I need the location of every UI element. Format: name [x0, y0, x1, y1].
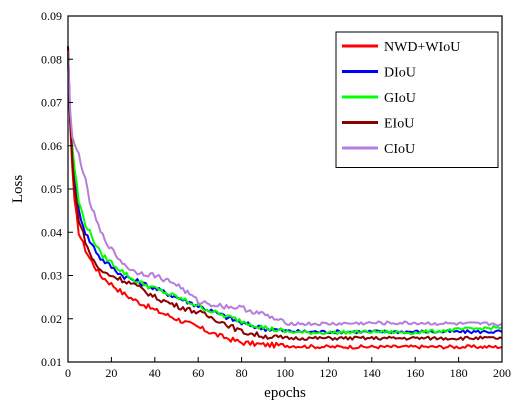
- x-tick-label: 20: [105, 366, 117, 380]
- axis-ticks: 0 20 40 60 80 100 120 140 160 180 200 0.01 0.02 0.03 0…: [41, 9, 511, 380]
- x-tick-label: 0: [65, 366, 71, 380]
- x-tick-label: 140: [363, 366, 381, 380]
- x-axis-label: epochs: [264, 385, 306, 401]
- x-tick-label: 80: [236, 366, 248, 380]
- legend-label: DIoU: [384, 66, 416, 81]
- y-tick-label: 0.03: [41, 269, 62, 283]
- plot-lines: [67, 46, 503, 350]
- x-tick-label: 40: [149, 366, 161, 380]
- y-tick-label: 0.08: [41, 52, 62, 66]
- y-tick-label: 0.07: [41, 96, 62, 110]
- x-tick-label: 180: [450, 366, 468, 380]
- y-axis-label: Loss: [10, 175, 26, 204]
- x-tick-label: 160: [406, 366, 424, 380]
- legend: NWD+WIoU DIoU GIoU EIoU CIoU: [335, 31, 499, 168]
- y-tick-label: 0.02: [41, 312, 62, 326]
- legend-box: [335, 31, 499, 168]
- y-tick-label: 0.06: [41, 139, 62, 153]
- legend-label: CIoU: [384, 142, 415, 157]
- y-tick-label: 0.09: [41, 9, 62, 23]
- x-tick-label: 60: [192, 366, 204, 380]
- legend-label: EIoU: [384, 117, 414, 132]
- y-tick-label: 0.05: [41, 182, 62, 196]
- legend-label: NWD+WIoU: [384, 40, 460, 55]
- legend-label: GIoU: [384, 91, 416, 106]
- series-line-2: [67, 59, 503, 336]
- y-tick-label: 0.04: [41, 225, 62, 239]
- series-line-4: [67, 50, 503, 327]
- series-line-3: [67, 46, 503, 341]
- series-line-0: [67, 46, 503, 350]
- x-tick-label: 120: [319, 366, 337, 380]
- x-tick-label: 200: [493, 366, 511, 380]
- y-tick-label: 0.01: [41, 355, 62, 369]
- x-tick-label: 100: [276, 366, 294, 380]
